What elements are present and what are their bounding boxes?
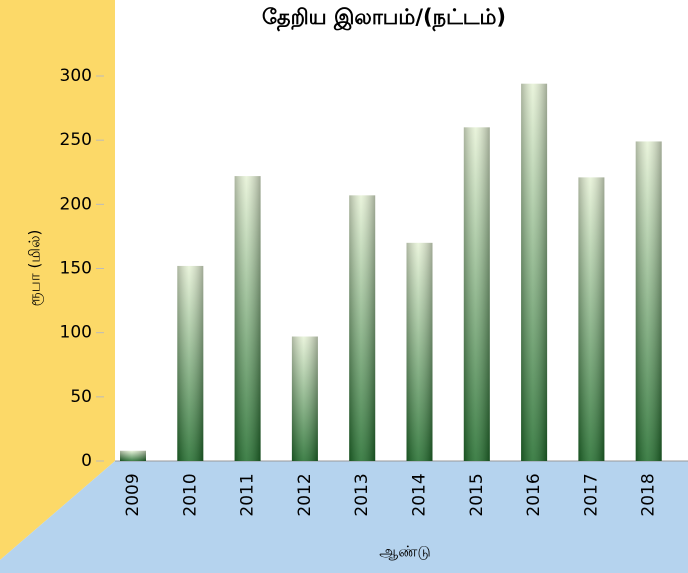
x-tick-label: 2015 [467, 473, 487, 516]
bar [406, 242, 433, 461]
y-tick-label: 0 [81, 451, 92, 471]
y-tick-label: 200 [60, 194, 92, 214]
x-tick-label: 2017 [581, 473, 601, 516]
bar [635, 141, 662, 461]
bar [177, 265, 204, 461]
y-tick-label: 300 [60, 66, 92, 86]
y-axis-label: ரூபா (மில்) [26, 230, 44, 307]
x-tick-label: 2013 [352, 473, 372, 516]
bar [349, 195, 376, 461]
x-tick-label: 2016 [524, 473, 544, 516]
x-tick-label: 2010 [180, 473, 200, 516]
bar [120, 450, 146, 461]
x-tick-label: 2018 [639, 473, 659, 516]
bar [234, 176, 261, 461]
y-tick-label: 250 [60, 130, 92, 150]
bar [521, 83, 548, 461]
x-tick-label: 2012 [295, 473, 315, 516]
x-axis-label: ஆண்டு [379, 543, 430, 561]
bar [291, 336, 318, 461]
x-tick-label: 2009 [123, 473, 143, 516]
y-tick-label: 150 [60, 259, 92, 279]
bar [463, 127, 490, 461]
y-tick-label: 100 [60, 323, 92, 343]
x-tick-label: 2014 [410, 473, 430, 516]
y-tick-label: 50 [70, 387, 92, 407]
wall [0, 0, 115, 560]
x-tick-label: 2011 [238, 473, 258, 516]
chart-title: தேறிய இலாபம்/(நட்டம்) [262, 5, 506, 32]
floor [0, 461, 688, 573]
bar [578, 177, 605, 461]
